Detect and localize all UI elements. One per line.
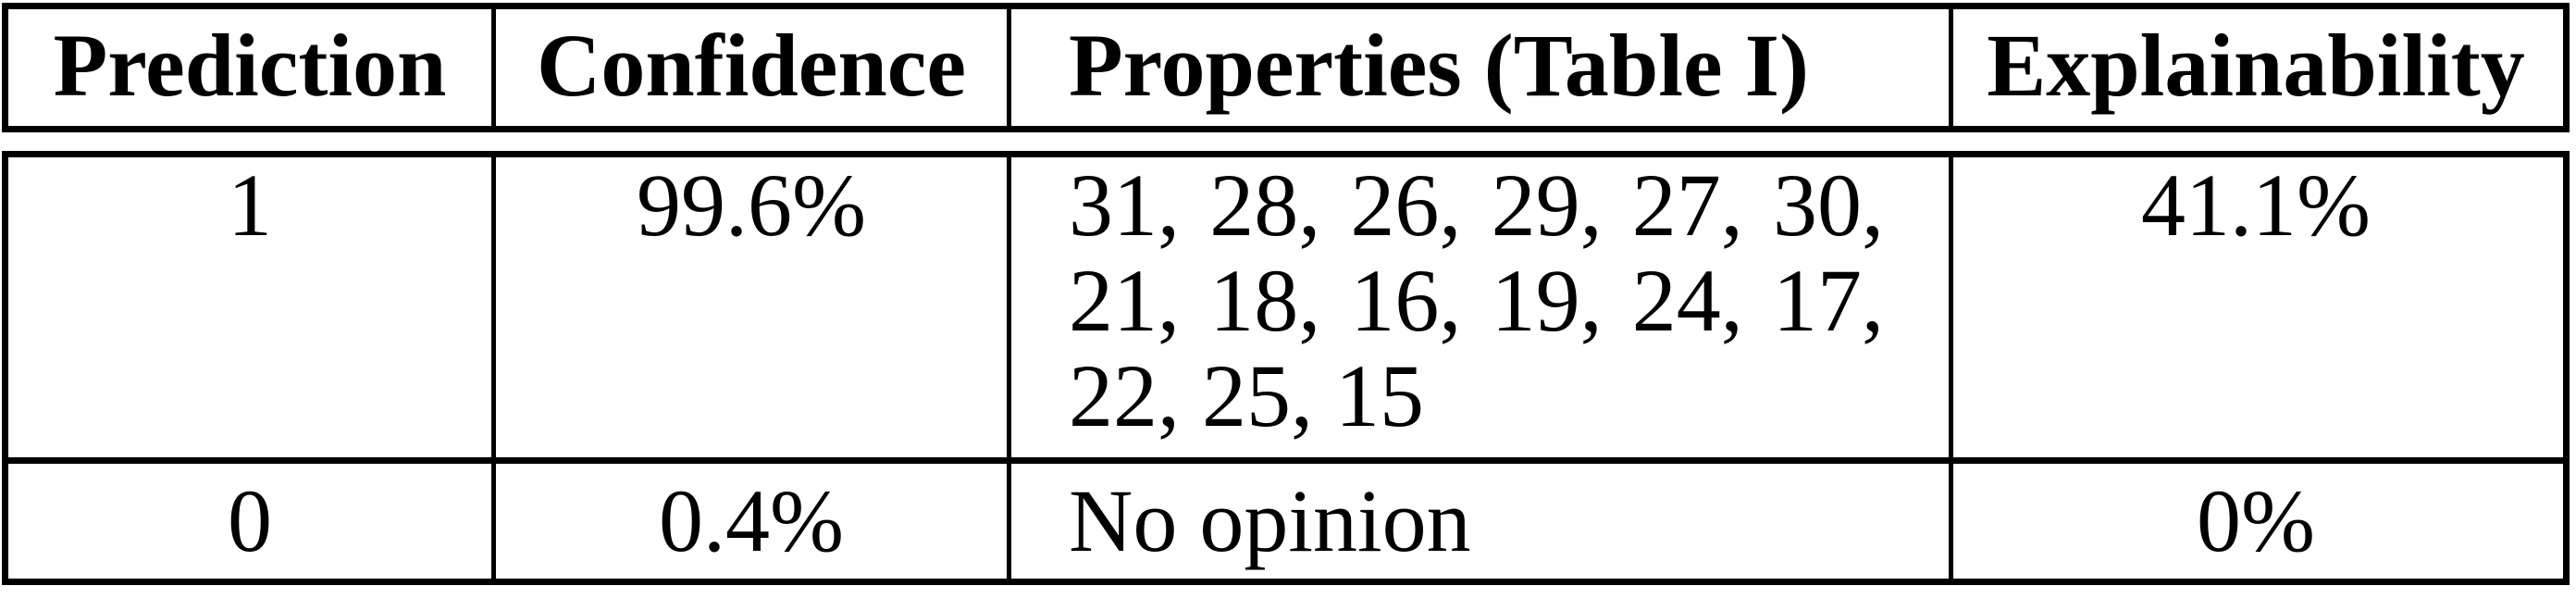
- explainability-value: 0%: [1949, 464, 2558, 579]
- table-body-section: 1 99.6% 31, 28, 26, 29, 27, 30, 21, 18, …: [2, 151, 2570, 585]
- properties-line-1: No opinion: [1069, 471, 1471, 570]
- prediction-value: 1: [228, 157, 272, 255]
- confidence-value: 99.6%: [491, 157, 1007, 457]
- explainability-value: 41.1%: [1949, 157, 2558, 457]
- col-header-prediction: Prediction: [53, 16, 447, 115]
- table-header-section: Prediction Confidence Properties (Table …: [2, 3, 2570, 132]
- properties-value: 31, 28, 26, 29, 27, 30, 21, 18, 16, 19, …: [1007, 157, 1949, 457]
- col-header-explainability: Explainability: [1949, 9, 2558, 126]
- table-row-prediction-0: 0 0.4% No opinion 0%: [8, 464, 2563, 579]
- properties-value: No opinion: [1007, 464, 1949, 579]
- col-header-properties: Properties (Table I): [1007, 9, 1949, 126]
- properties-line-2: 21, 18, 16, 19, 24, 17,: [1069, 251, 1884, 350]
- confidence-value: 0.4%: [491, 464, 1007, 579]
- header-row: Prediction Confidence Properties (Table …: [8, 9, 2563, 126]
- properties-line-1: 31, 28, 26, 29, 27, 30,: [1069, 157, 1884, 255]
- prediction-value: 0: [228, 471, 272, 570]
- row-divider: [8, 457, 2563, 464]
- properties-line-3: 22, 25, 15: [1069, 346, 1424, 445]
- col-header-confidence: Confidence: [491, 9, 1007, 126]
- table-row-prediction-1: 1 99.6% 31, 28, 26, 29, 27, 30, 21, 18, …: [8, 157, 2563, 457]
